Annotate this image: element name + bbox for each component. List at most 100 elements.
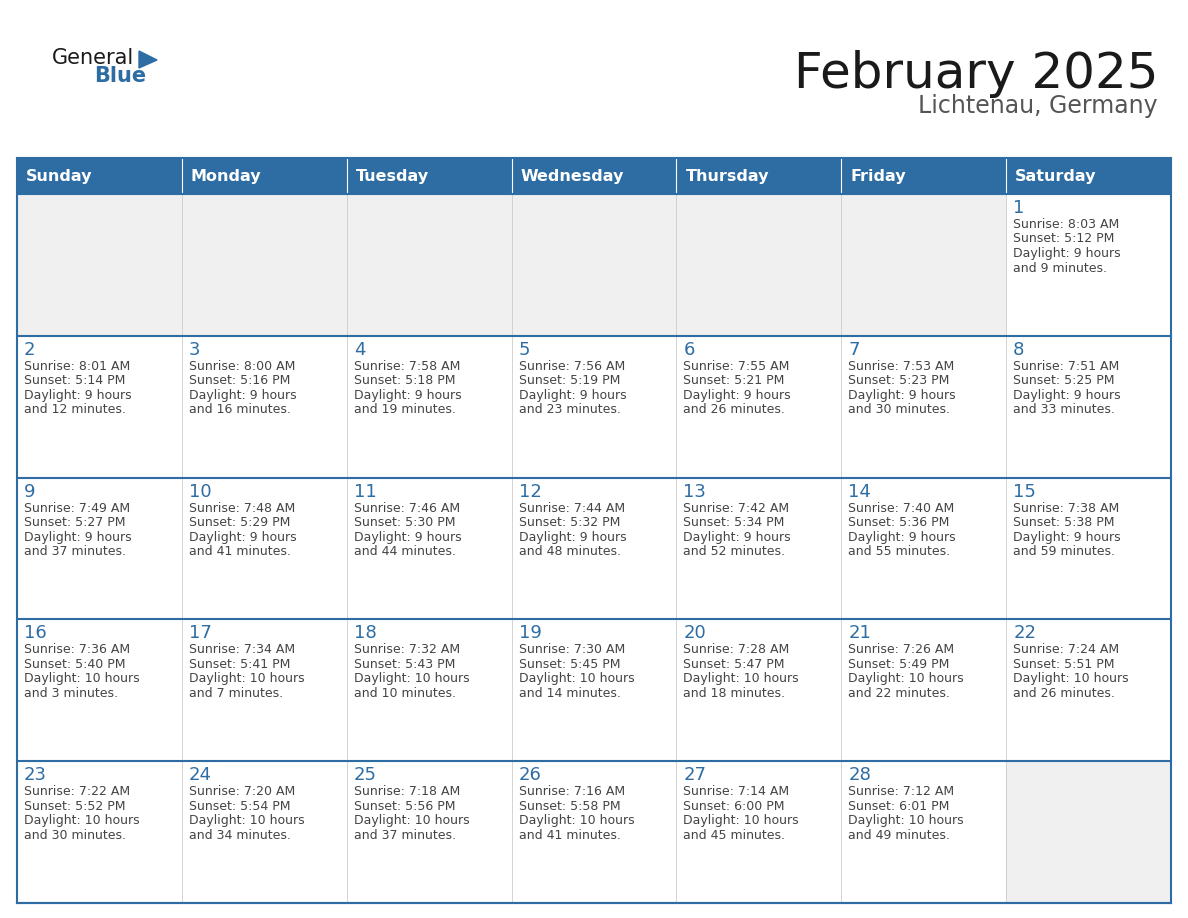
Bar — [676, 761, 841, 903]
Text: Daylight: 9 hours: Daylight: 9 hours — [1013, 531, 1120, 543]
Bar — [17, 477, 182, 620]
Bar — [182, 158, 347, 194]
Text: Sunrise: 7:26 AM: Sunrise: 7:26 AM — [848, 644, 954, 656]
Text: Daylight: 10 hours: Daylight: 10 hours — [24, 814, 140, 827]
Text: Sunrise: 8:01 AM: Sunrise: 8:01 AM — [24, 360, 131, 373]
Bar — [676, 194, 841, 336]
Text: Sunset: 5:52 PM: Sunset: 5:52 PM — [24, 800, 126, 812]
Text: Sunset: 5:25 PM: Sunset: 5:25 PM — [1013, 375, 1114, 387]
Text: and 41 minutes.: and 41 minutes. — [519, 829, 620, 842]
Text: Daylight: 10 hours: Daylight: 10 hours — [354, 814, 469, 827]
Text: General: General — [52, 48, 134, 68]
Bar — [182, 620, 347, 761]
Text: Sunrise: 7:32 AM: Sunrise: 7:32 AM — [354, 644, 460, 656]
Text: 20: 20 — [683, 624, 706, 643]
Bar — [182, 761, 347, 903]
Bar — [512, 158, 676, 194]
Text: Sunset: 5:29 PM: Sunset: 5:29 PM — [189, 516, 290, 529]
Bar — [512, 620, 676, 761]
Text: 18: 18 — [354, 624, 377, 643]
Text: and 7 minutes.: and 7 minutes. — [189, 687, 283, 700]
Text: Sunset: 5:41 PM: Sunset: 5:41 PM — [189, 658, 290, 671]
Text: Sunset: 5:47 PM: Sunset: 5:47 PM — [683, 658, 785, 671]
Text: Sunset: 5:43 PM: Sunset: 5:43 PM — [354, 658, 455, 671]
Bar — [841, 477, 1006, 620]
Text: Sunrise: 7:18 AM: Sunrise: 7:18 AM — [354, 785, 460, 798]
Bar — [1006, 194, 1171, 336]
Polygon shape — [139, 51, 157, 68]
Text: Daylight: 10 hours: Daylight: 10 hours — [189, 672, 304, 686]
Bar — [512, 336, 676, 477]
Text: Saturday: Saturday — [1015, 169, 1097, 184]
Text: Daylight: 10 hours: Daylight: 10 hours — [683, 814, 800, 827]
Text: Sunrise: 7:28 AM: Sunrise: 7:28 AM — [683, 644, 790, 656]
Text: 1: 1 — [1013, 199, 1024, 217]
Text: Daylight: 9 hours: Daylight: 9 hours — [848, 389, 956, 402]
Text: and 37 minutes.: and 37 minutes. — [24, 545, 126, 558]
Text: Sunset: 5:19 PM: Sunset: 5:19 PM — [519, 375, 620, 387]
Text: and 19 minutes.: and 19 minutes. — [354, 403, 455, 416]
Bar — [512, 477, 676, 620]
Text: 8: 8 — [1013, 341, 1024, 359]
Text: Sunset: 6:00 PM: Sunset: 6:00 PM — [683, 800, 785, 812]
Bar — [182, 477, 347, 620]
Text: Sunset: 5:32 PM: Sunset: 5:32 PM — [519, 516, 620, 529]
Text: Sunrise: 7:40 AM: Sunrise: 7:40 AM — [848, 501, 954, 515]
Text: 4: 4 — [354, 341, 365, 359]
Bar — [347, 194, 512, 336]
Text: Sunset: 5:27 PM: Sunset: 5:27 PM — [24, 516, 126, 529]
Text: Sunrise: 7:49 AM: Sunrise: 7:49 AM — [24, 501, 131, 515]
Text: Daylight: 10 hours: Daylight: 10 hours — [848, 672, 963, 686]
Text: 5: 5 — [519, 341, 530, 359]
Text: 14: 14 — [848, 483, 871, 500]
Bar — [347, 620, 512, 761]
Text: Sunset: 5:49 PM: Sunset: 5:49 PM — [848, 658, 949, 671]
Bar — [347, 336, 512, 477]
Text: Daylight: 10 hours: Daylight: 10 hours — [24, 672, 140, 686]
Bar — [17, 620, 182, 761]
Text: and 33 minutes.: and 33 minutes. — [1013, 403, 1116, 416]
Text: Sunset: 5:21 PM: Sunset: 5:21 PM — [683, 375, 785, 387]
Text: and 26 minutes.: and 26 minutes. — [1013, 687, 1116, 700]
Text: 26: 26 — [519, 767, 542, 784]
Bar — [1006, 761, 1171, 903]
Text: Sunset: 5:16 PM: Sunset: 5:16 PM — [189, 375, 290, 387]
Bar — [17, 761, 182, 903]
Text: 12: 12 — [519, 483, 542, 500]
Text: 15: 15 — [1013, 483, 1036, 500]
Text: Sunset: 5:12 PM: Sunset: 5:12 PM — [1013, 232, 1114, 245]
Text: and 14 minutes.: and 14 minutes. — [519, 687, 620, 700]
Text: Sunrise: 7:38 AM: Sunrise: 7:38 AM — [1013, 501, 1119, 515]
Text: Sunrise: 7:24 AM: Sunrise: 7:24 AM — [1013, 644, 1119, 656]
Text: 2: 2 — [24, 341, 36, 359]
Bar — [841, 158, 1006, 194]
Text: Friday: Friday — [851, 169, 906, 184]
Text: Daylight: 9 hours: Daylight: 9 hours — [189, 531, 297, 543]
Text: and 12 minutes.: and 12 minutes. — [24, 403, 126, 416]
Text: 19: 19 — [519, 624, 542, 643]
Text: and 3 minutes.: and 3 minutes. — [24, 687, 118, 700]
Text: Daylight: 10 hours: Daylight: 10 hours — [683, 672, 800, 686]
Bar — [17, 158, 182, 194]
Text: Sunset: 5:36 PM: Sunset: 5:36 PM — [848, 516, 949, 529]
Text: 25: 25 — [354, 767, 377, 784]
Text: Sunrise: 7:36 AM: Sunrise: 7:36 AM — [24, 644, 131, 656]
Text: Daylight: 9 hours: Daylight: 9 hours — [354, 389, 461, 402]
Text: and 34 minutes.: and 34 minutes. — [189, 829, 291, 842]
Bar — [17, 194, 182, 336]
Bar — [347, 158, 512, 194]
Text: Daylight: 9 hours: Daylight: 9 hours — [24, 531, 132, 543]
Text: Sunset: 5:38 PM: Sunset: 5:38 PM — [1013, 516, 1114, 529]
Text: Sunrise: 7:16 AM: Sunrise: 7:16 AM — [519, 785, 625, 798]
Text: 3: 3 — [189, 341, 201, 359]
Text: Daylight: 9 hours: Daylight: 9 hours — [1013, 247, 1120, 260]
Text: Wednesday: Wednesday — [520, 169, 624, 184]
Bar — [841, 761, 1006, 903]
Bar — [1006, 158, 1171, 194]
Text: Sunset: 5:34 PM: Sunset: 5:34 PM — [683, 516, 785, 529]
Text: Sunset: 5:14 PM: Sunset: 5:14 PM — [24, 375, 126, 387]
Text: and 26 minutes.: and 26 minutes. — [683, 403, 785, 416]
Text: and 10 minutes.: and 10 minutes. — [354, 687, 456, 700]
Text: Sunrise: 7:56 AM: Sunrise: 7:56 AM — [519, 360, 625, 373]
Text: Sunrise: 7:22 AM: Sunrise: 7:22 AM — [24, 785, 131, 798]
